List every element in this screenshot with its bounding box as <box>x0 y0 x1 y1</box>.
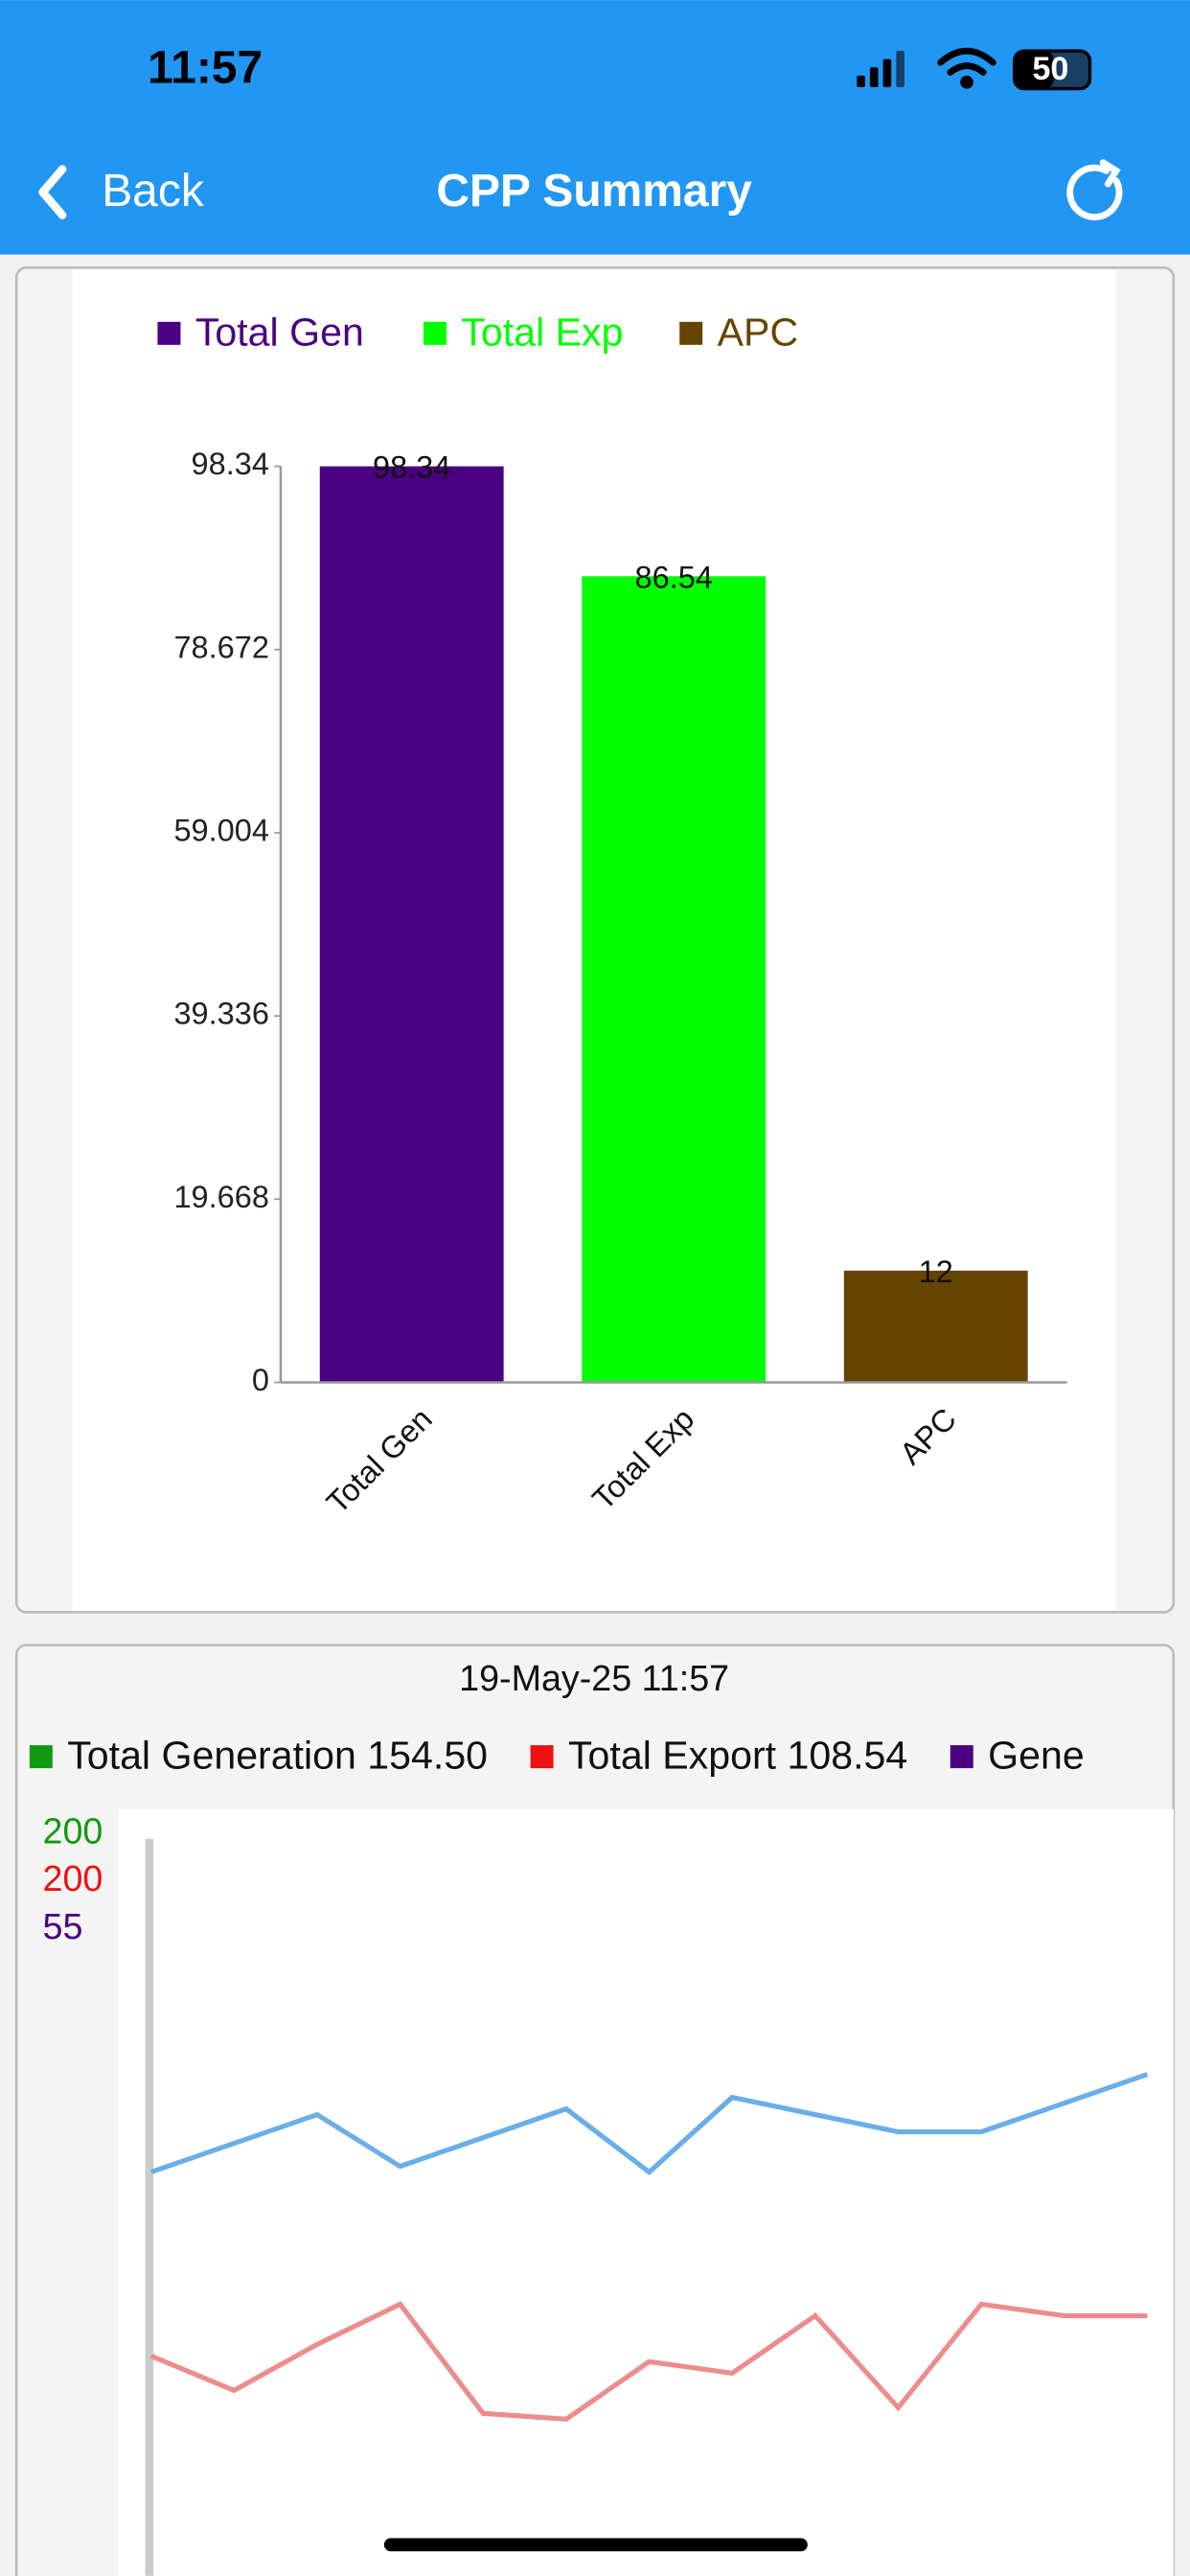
chart-title: 19-May-25 11:57 <box>459 1658 729 1698</box>
y-axis-max: 55 <box>43 1906 83 1946</box>
value-label: 98.34 <box>373 450 450 485</box>
legend-label: Total Exp <box>461 310 623 354</box>
back-button[interactable]: Back <box>102 166 205 217</box>
back-chevron[interactable] <box>38 165 67 219</box>
legend-swatch <box>679 321 703 345</box>
line-chart: 19-May-25 11:57 Total Generation 154.50 20… <box>29 1658 1149 2422</box>
legend-label: Total Generation 154.50 <box>67 1734 488 1778</box>
refresh-button[interactable] <box>1066 159 1123 220</box>
header <box>0 0 1190 255</box>
legend-label: APC <box>718 310 799 354</box>
bar <box>843 1270 1028 1383</box>
y-tick-label: 59.004 <box>173 814 269 848</box>
value-label: 12 <box>919 1254 953 1289</box>
legend-label: Total Export 108.54 <box>568 1734 907 1778</box>
wifi-icon <box>937 47 996 89</box>
y-axis-max: 200 <box>43 1858 103 1898</box>
series-line <box>149 2072 1149 2175</box>
value-label: 86.54 <box>635 560 713 594</box>
home-indicator <box>383 2538 808 2552</box>
series-line <box>149 2301 1148 2422</box>
legend-swatch <box>423 321 446 345</box>
nav-title: CPP Summary <box>436 166 752 217</box>
y-axis-max: 200 <box>43 1811 103 1852</box>
legend-swatch <box>950 1745 973 1769</box>
legend-swatch <box>157 321 181 345</box>
y-tick-label: 0 <box>252 1363 269 1397</box>
y-tick-label: 19.668 <box>173 1180 269 1214</box>
y-tick-label: 78.672 <box>173 630 269 664</box>
bar <box>319 466 504 1383</box>
line-plot-area <box>118 1808 1174 2576</box>
battery-level <box>1014 51 1054 89</box>
status-time: 11:57 <box>148 42 263 93</box>
legend-label: Total Gen <box>195 310 364 354</box>
legend-swatch <box>530 1745 554 1769</box>
signal-icon <box>857 51 904 87</box>
legend-label: Gene <box>988 1734 1085 1778</box>
legend-swatch <box>29 1745 53 1769</box>
battery-text: 50 <box>1032 51 1068 87</box>
y-tick-label: 39.336 <box>173 997 269 1031</box>
bar <box>582 576 767 1383</box>
y-tick-label: 98.34 <box>192 447 269 481</box>
